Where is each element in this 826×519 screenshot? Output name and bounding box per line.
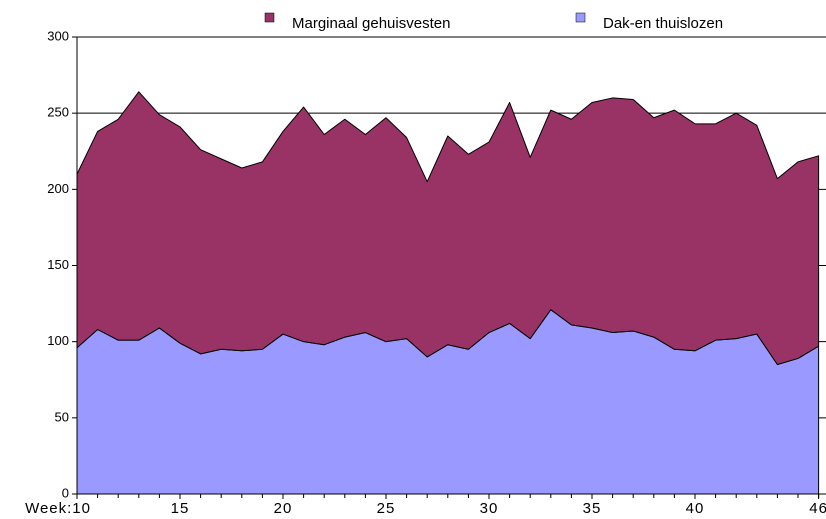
y-tick-label: 0 — [62, 485, 69, 500]
y-tick-label: 300 — [47, 28, 69, 43]
x-tick-label: 20 — [274, 500, 293, 517]
x-tick-label: 25 — [377, 500, 396, 517]
legend-swatch — [575, 12, 586, 23]
y-tick-label: 250 — [47, 105, 69, 120]
y-tick-label: 50 — [55, 409, 69, 424]
area — [76, 91, 820, 366]
y-tick-label: 200 — [47, 181, 69, 196]
legend-swatch — [264, 12, 275, 23]
legend-label: Marginaal gehuisvesten — [292, 15, 450, 32]
x-tick-label: 40 — [686, 500, 705, 517]
y-tick-label: 150 — [47, 257, 69, 272]
x-tick-label: 15 — [171, 500, 190, 517]
y-tick-label: 100 — [47, 333, 69, 348]
x-tick-label: 46 — [809, 500, 826, 517]
x-tick-label: 35 — [583, 500, 602, 517]
legend-label: Dak-en thuislozen — [603, 15, 723, 32]
x-tick-label: Week:10 — [25, 500, 91, 517]
x-tick-label: 30 — [480, 500, 499, 517]
